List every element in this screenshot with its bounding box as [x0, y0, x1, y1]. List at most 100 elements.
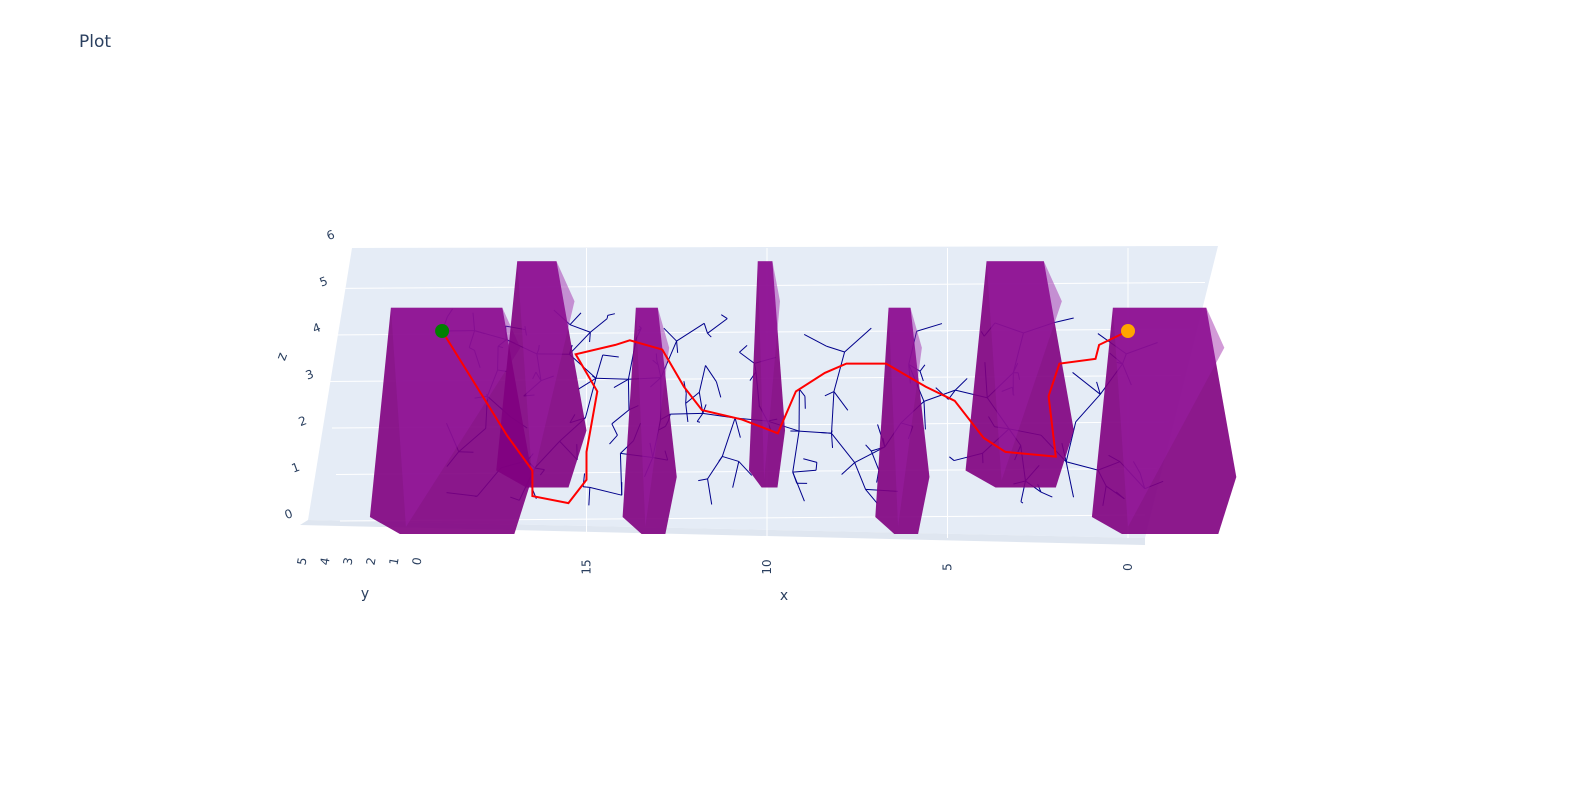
tree-edge — [854, 462, 867, 490]
tree-edge — [1020, 501, 1024, 504]
tree-edge — [721, 417, 736, 457]
tree-edge — [923, 401, 926, 430]
z-tick-label: 0 — [283, 506, 295, 522]
tree-edge — [595, 377, 629, 380]
goal-marker — [1121, 324, 1135, 338]
tree-edge — [865, 444, 872, 452]
tree-edge — [1053, 317, 1074, 324]
tree-edge — [732, 461, 740, 488]
tree-edge — [703, 323, 708, 334]
obstacle — [748, 261, 786, 488]
obstacle-face — [369, 307, 533, 534]
obstacle — [965, 261, 1074, 488]
obstacle — [1091, 307, 1237, 534]
tree-edge — [696, 413, 704, 422]
tree-edge — [815, 462, 818, 471]
tree-edge — [1040, 491, 1053, 498]
obstacle-face — [622, 307, 677, 534]
tree-edge — [865, 489, 878, 504]
tree-edge — [606, 315, 609, 319]
tree-edge — [833, 391, 849, 411]
tree-edge — [923, 389, 956, 402]
tree-edge — [705, 365, 717, 383]
tree-edge — [1075, 393, 1101, 423]
tree-edge — [844, 327, 872, 353]
tree-edge — [611, 409, 630, 425]
tree-edge — [1066, 461, 1099, 471]
tree-edge — [1096, 381, 1101, 395]
tree-edge — [739, 344, 748, 353]
obstacle — [622, 307, 677, 534]
start-marker — [435, 324, 450, 338]
tree-edge — [707, 332, 712, 338]
x-axis-label: x — [780, 588, 788, 604]
obstacle — [369, 307, 533, 534]
tree-edge — [824, 391, 835, 397]
tree-edge — [607, 313, 615, 316]
y-tick-label: 3 — [341, 556, 356, 566]
tree-edge — [707, 478, 713, 505]
tree-edge — [1072, 372, 1101, 395]
tree-edge — [707, 318, 728, 334]
z-tick-label: 4 — [311, 320, 323, 336]
tree-edge — [595, 354, 604, 379]
obstacle-highlight — [390, 307, 521, 527]
y-tick-label: 0 — [410, 556, 425, 566]
y-tick-label: 4 — [318, 556, 333, 566]
tree-edge — [698, 365, 706, 393]
tree-edge — [739, 351, 755, 364]
chart-title: Plot — [79, 32, 112, 52]
obstacle — [496, 261, 587, 488]
tree-edge — [826, 345, 845, 353]
obstacle-face — [496, 261, 587, 488]
endpoint-markers — [435, 324, 1135, 338]
tree-edge — [698, 478, 708, 482]
tree-edge — [916, 323, 943, 332]
tree-edge — [609, 434, 618, 445]
tree-edge — [831, 432, 856, 463]
obstacle-face — [748, 261, 786, 488]
x-tick-label: 15 — [580, 559, 594, 574]
obstacles — [369, 261, 1237, 534]
tree-edge — [718, 456, 723, 462]
tree-edge — [676, 341, 679, 353]
tree-edge — [715, 381, 722, 398]
tree-edge — [830, 391, 835, 434]
y-axis-label: y — [361, 586, 369, 602]
tree-edge — [685, 393, 687, 404]
tree-edge — [919, 364, 926, 372]
tree-edge — [870, 450, 880, 471]
tree-edge — [589, 486, 622, 496]
tree-edge — [831, 430, 833, 434]
x-tick-label: 10 — [760, 559, 774, 574]
tree-edge — [676, 322, 705, 342]
y-tick-label: 5 — [295, 556, 310, 566]
tree-edge — [588, 487, 591, 506]
tree-edge — [1065, 461, 1075, 498]
tree-edge — [602, 354, 619, 358]
tree-edge — [1065, 421, 1077, 462]
tree-edge — [949, 456, 955, 461]
tree-edge — [611, 423, 618, 436]
obstacle-highlight — [517, 261, 575, 481]
y-tick-label: 2 — [364, 556, 379, 566]
obstacle-highlight — [986, 261, 1062, 481]
tree-edge — [954, 378, 968, 391]
tree-edge — [592, 375, 597, 379]
tree-edge — [833, 351, 846, 392]
tree-edge — [919, 371, 924, 382]
tree-edge — [734, 417, 741, 438]
tree-edge — [820, 432, 832, 434]
planned-path — [441, 330, 1129, 505]
tree-edge — [577, 377, 597, 390]
tree-edge — [697, 421, 701, 423]
tree-edge — [803, 458, 817, 463]
obstacle-highlight — [757, 261, 780, 481]
y-tick-label: 1 — [387, 556, 402, 566]
tree-edge — [685, 403, 689, 422]
z-tick-label: 3 — [304, 367, 316, 383]
tree-edge — [583, 486, 590, 488]
tree-edge — [589, 318, 608, 333]
